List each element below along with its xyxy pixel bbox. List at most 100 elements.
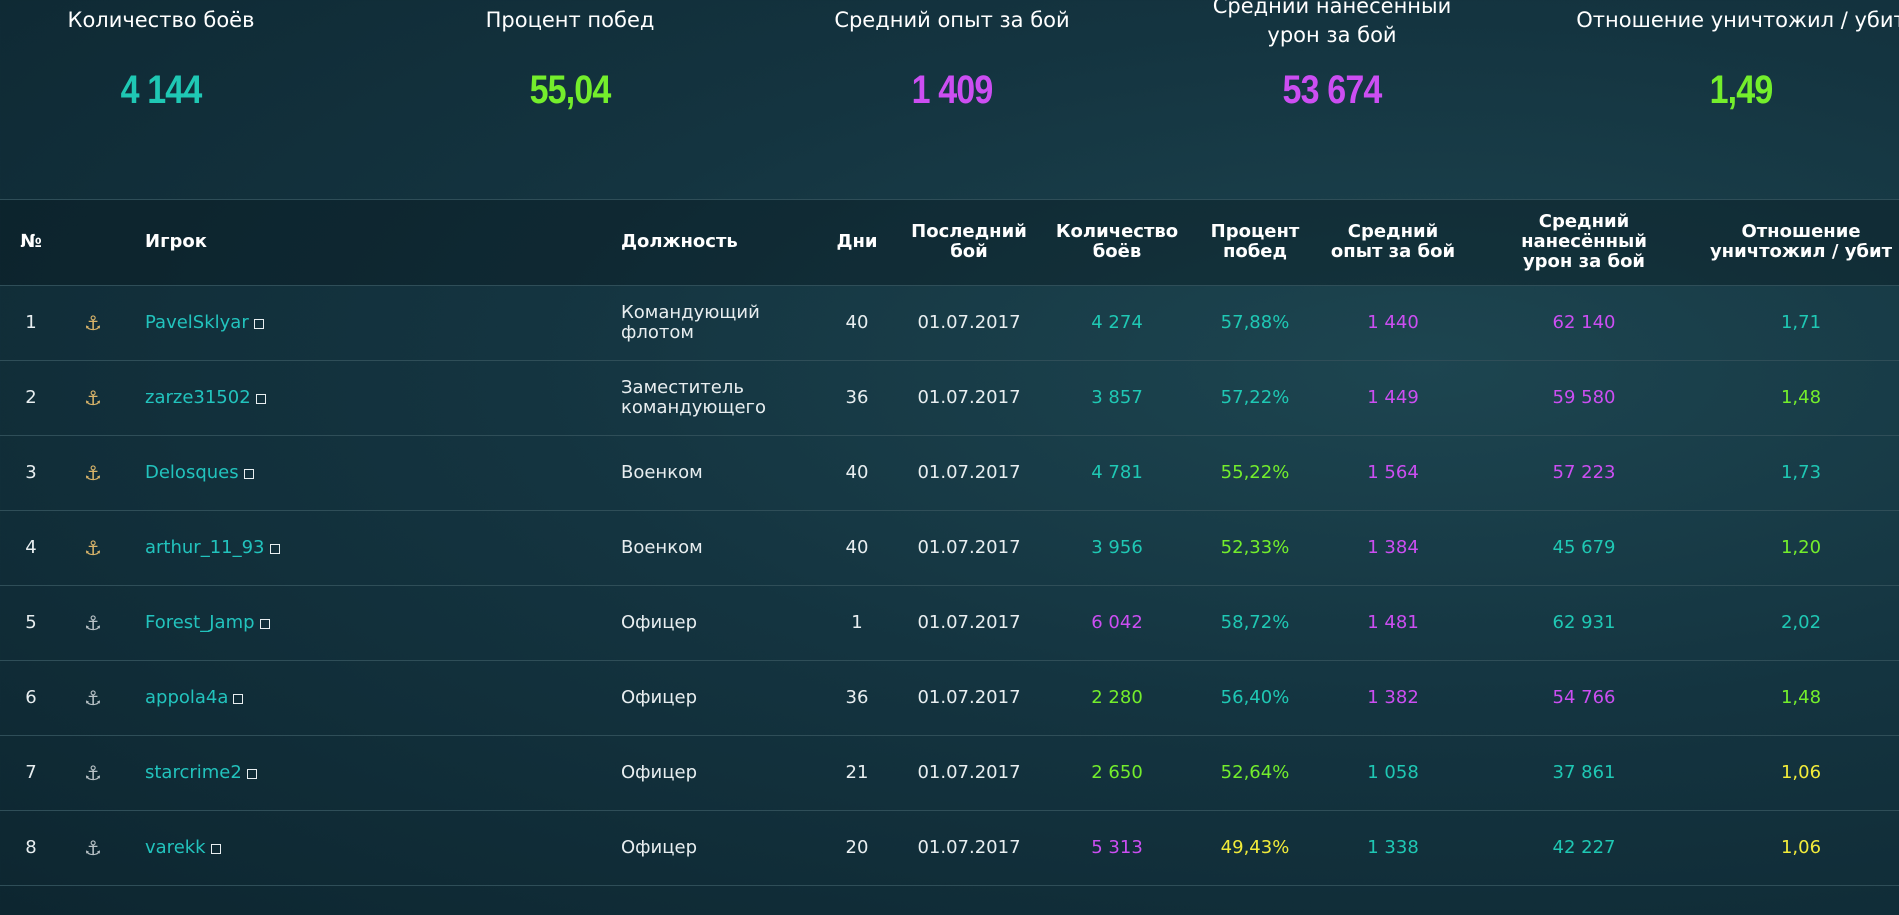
rank-icon: ⚓	[84, 610, 102, 635]
external-link-icon[interactable]	[211, 843, 221, 854]
table-cell: 1 384	[1367, 536, 1419, 558]
summary-label: Средний нанесённый урон за бой	[1212, 0, 1452, 47]
table-cell: Заместитель командующего	[621, 376, 767, 418]
player-link[interactable]: Forest_Jamp	[145, 611, 255, 633]
table-cell: 6 042	[1091, 611, 1143, 633]
table-cell: 1 481	[1367, 611, 1419, 633]
external-link-icon[interactable]	[233, 693, 243, 704]
summary-label: Средний опыт за бой	[834, 8, 1070, 32]
divider	[0, 360, 1899, 361]
table-cell: 40	[845, 536, 869, 558]
external-link-icon[interactable]	[244, 468, 254, 479]
external-link-icon[interactable]	[260, 618, 270, 629]
summary-value: 53 674	[1282, 68, 1383, 112]
table-cell: 55,22%	[1220, 461, 1290, 483]
summary-value: 1 409	[911, 68, 994, 112]
external-link-icon[interactable]	[254, 318, 264, 329]
column-header: Отношение уничтожил / убит	[1709, 221, 1893, 262]
table-cell: 2	[25, 386, 37, 408]
table-cell: 57,88%	[1220, 311, 1290, 333]
external-link-icon[interactable]	[247, 768, 257, 779]
table-cell: 54 766	[1552, 686, 1616, 708]
player-link[interactable]: varekk	[145, 836, 206, 858]
table-cell: 21	[845, 761, 869, 783]
divider	[0, 585, 1899, 586]
table-cell: 57,22%	[1220, 386, 1290, 408]
table-cell: 59 580	[1552, 386, 1616, 408]
table-cell: 4	[25, 536, 37, 558]
table-cell: 3	[25, 461, 37, 483]
divider	[0, 810, 1899, 811]
table-cell: 52,64%	[1220, 761, 1290, 783]
table-cell: 1 338	[1367, 836, 1419, 858]
table-cell: 01.07.2017	[917, 536, 1021, 558]
summary-value: 55,04	[529, 68, 612, 112]
table-cell: 62 931	[1552, 611, 1616, 633]
table-cell: 1 449	[1367, 386, 1419, 408]
player-link[interactable]: PavelSklyar	[145, 311, 249, 333]
table-cell: 36	[845, 686, 869, 708]
table-cell: 20	[845, 836, 869, 858]
summary-label: Процент побед	[485, 8, 655, 32]
table-cell: 2 280	[1091, 686, 1143, 708]
column-header: №	[20, 231, 42, 252]
divider	[0, 735, 1899, 736]
divider	[0, 510, 1899, 511]
summary-value: 1,49	[1709, 68, 1774, 112]
table-cell: 5	[25, 611, 37, 633]
divider	[0, 199, 1899, 200]
table-cell: 6	[25, 686, 37, 708]
table-cell: 36	[845, 386, 869, 408]
divider	[0, 885, 1899, 886]
column-header: Процент побед	[1210, 221, 1300, 262]
table-cell: 62 140	[1552, 311, 1616, 333]
divider	[0, 435, 1899, 436]
player-link[interactable]: Delosques	[145, 461, 239, 483]
player-link[interactable]: appola4a	[145, 686, 229, 708]
divider	[0, 660, 1899, 661]
table-cell: Военком	[621, 461, 703, 483]
table-cell: 1,20	[1780, 536, 1822, 558]
table-cell: 01.07.2017	[917, 836, 1021, 858]
table-cell: 58,72%	[1220, 611, 1290, 633]
column-header: Игрок	[145, 231, 207, 252]
divider	[0, 285, 1899, 286]
table-cell: 42 227	[1552, 836, 1616, 858]
player-link[interactable]: arthur_11_93	[145, 536, 265, 558]
external-link-icon[interactable]	[270, 543, 280, 554]
external-link-icon[interactable]	[256, 393, 266, 404]
table-cell: Командующий флотом	[621, 301, 760, 343]
table-cell: Офицер	[621, 761, 698, 783]
table-cell: 01.07.2017	[917, 461, 1021, 483]
table-cell: 1,71	[1780, 311, 1822, 333]
table-cell: 49,43%	[1220, 836, 1290, 858]
table-cell: Офицер	[621, 611, 698, 633]
column-header: Дни	[836, 231, 878, 252]
table-cell: 3 956	[1091, 536, 1143, 558]
rank-icon: ⚓	[84, 760, 102, 785]
player-link[interactable]: zarze31502	[145, 386, 251, 408]
rank-icon: ⚓	[84, 310, 102, 335]
table-cell: 01.07.2017	[917, 686, 1021, 708]
table-cell: 1 058	[1367, 761, 1419, 783]
rank-icon: ⚓	[84, 535, 102, 560]
table-cell: 52,33%	[1220, 536, 1290, 558]
table-cell: 56,40%	[1220, 686, 1290, 708]
table-cell: 01.07.2017	[917, 311, 1021, 333]
player-link[interactable]: starcrime2	[145, 761, 242, 783]
table-cell: 5 313	[1091, 836, 1143, 858]
table-cell: 4 781	[1091, 461, 1143, 483]
column-header: Должность	[621, 231, 738, 252]
table-cell: 1,73	[1780, 461, 1822, 483]
table-cell: 01.07.2017	[917, 386, 1021, 408]
table-cell: 45 679	[1552, 536, 1616, 558]
table-cell: Офицер	[621, 836, 698, 858]
table-cell: 8	[25, 836, 37, 858]
table-cell: 1,06	[1780, 761, 1822, 783]
table-cell: 37 861	[1552, 761, 1616, 783]
table-cell: Военком	[621, 536, 703, 558]
table-cell: 7	[25, 761, 37, 783]
table-cell: 40	[845, 311, 869, 333]
table-cell: 57 223	[1552, 461, 1616, 483]
